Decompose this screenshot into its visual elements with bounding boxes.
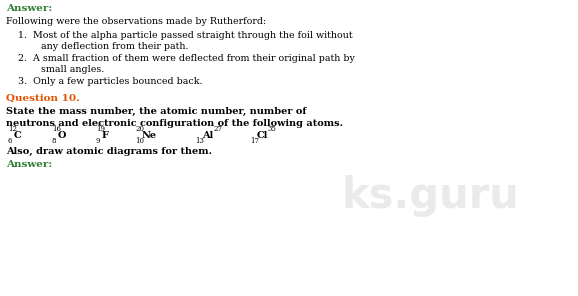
Text: 13: 13 — [195, 137, 204, 145]
Text: Answer:: Answer: — [6, 160, 52, 169]
Text: ks.guru: ks.guru — [341, 175, 519, 217]
Text: 19: 19 — [96, 125, 105, 133]
Text: Ne: Ne — [142, 131, 157, 139]
Text: 27: 27 — [213, 125, 222, 133]
Text: O: O — [58, 131, 66, 139]
Text: 16: 16 — [52, 125, 61, 133]
Text: 8: 8 — [52, 137, 57, 145]
Text: 1.  Most of the alpha particle passed straight through the foil without: 1. Most of the alpha particle passed str… — [18, 31, 353, 40]
Text: C: C — [14, 131, 22, 139]
Text: any deflection from their path.: any deflection from their path. — [26, 42, 188, 51]
Text: 35: 35 — [268, 125, 277, 133]
Text: 3.  Only a few particles bounced back.: 3. Only a few particles bounced back. — [18, 77, 202, 86]
Text: Question 10.: Question 10. — [6, 94, 80, 103]
Text: Answer:: Answer: — [6, 4, 52, 13]
Text: 10: 10 — [135, 137, 144, 145]
Text: Also, draw atomic diagrams for them.: Also, draw atomic diagrams for them. — [6, 147, 212, 156]
Text: 6: 6 — [8, 137, 13, 145]
Text: Al: Al — [202, 131, 213, 139]
Text: 17: 17 — [250, 137, 259, 145]
Text: Cl: Cl — [257, 131, 268, 139]
Text: 9: 9 — [96, 137, 101, 145]
Text: neutrons and electronic configuration of the following atoms.: neutrons and electronic configuration of… — [6, 119, 343, 128]
Text: small angles.: small angles. — [26, 65, 104, 74]
Text: State the mass number, the atomic number, number of: State the mass number, the atomic number… — [6, 107, 306, 116]
Text: 20: 20 — [135, 125, 144, 133]
Text: 12: 12 — [8, 125, 17, 133]
Text: 2.  A small fraction of them were deflected from their original path by: 2. A small fraction of them were deflect… — [18, 54, 355, 63]
Text: Following were the observations made by Rutherford:: Following were the observations made by … — [6, 17, 266, 26]
Text: F: F — [102, 131, 109, 139]
